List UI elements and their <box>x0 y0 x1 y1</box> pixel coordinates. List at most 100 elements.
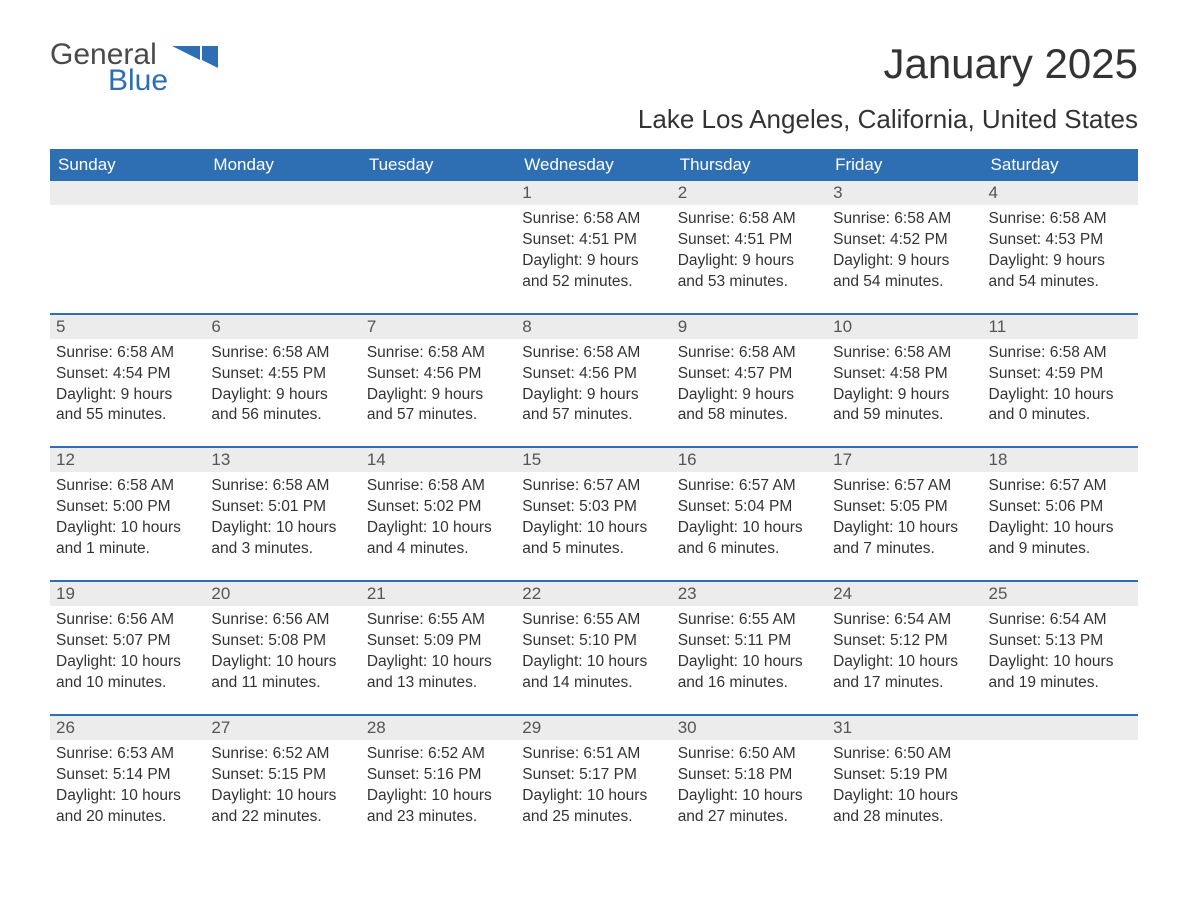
calendar-table: SundayMondayTuesdayWednesdayThursdayFrid… <box>50 149 1138 847</box>
day-details: Sunrise: 6:58 AMSunset: 5:02 PMDaylight:… <box>361 472 516 560</box>
day-number-bar: 22 <box>516 580 671 606</box>
calendar-cell: 7Sunrise: 6:58 AMSunset: 4:56 PMDaylight… <box>361 313 516 447</box>
calendar-cell: 24 Sunrise: 6:54 AMSunset: 5:12 PMDayligh… <box>827 580 982 714</box>
calendar-cell: 29Sunrise: 6:51 AMSunset: 5:17 PMDayligh… <box>516 714 671 848</box>
calendar-cell <box>983 714 1138 848</box>
sunrise-line: Sunrise: 6:58 AM <box>367 343 510 364</box>
calendar-cell: 28Sunrise: 6:52 AMSunset: 5:16 PMDayligh… <box>361 714 516 848</box>
calendar-cell: 31Sunrise: 6:50 AMSunset: 5:19 PMDayligh… <box>827 714 982 848</box>
sunrise-line: Sunrise: 6:55 AM <box>522 610 665 631</box>
day-details: Sunrise: 6:53 AMSunset: 5:14 PMDaylight:… <box>50 740 205 828</box>
sunrise-line: Sunrise: 6:51 AM <box>522 744 665 765</box>
sunset-line: Sunset: 5:01 PM <box>211 497 354 518</box>
daylight-line: Daylight: 10 hours and 23 minutes. <box>367 786 510 828</box>
day-details: Sunrise: 6:57 AMSunset: 5:05 PMDaylight:… <box>827 472 982 560</box>
day-number-bar: 24 <box>827 580 982 606</box>
sunrise-line: Sunrise: 6:54 AM <box>989 610 1132 631</box>
sunrise-line: Sunrise: 6:57 AM <box>522 476 665 497</box>
day-details: Sunrise: 6:58 AMSunset: 4:53 PMDaylight:… <box>983 205 1138 293</box>
sunset-line: Sunset: 5:10 PM <box>522 631 665 652</box>
sunset-line: Sunset: 5:05 PM <box>833 497 976 518</box>
day-number-bar: 14 <box>361 446 516 472</box>
weekday-header: Tuesday <box>361 149 516 181</box>
sunset-line: Sunset: 5:16 PM <box>367 765 510 786</box>
daylight-line: Daylight: 10 hours and 6 minutes. <box>678 518 821 560</box>
flag-icon <box>172 46 218 74</box>
day-number-bar: 12 <box>50 446 205 472</box>
weekday-header: Friday <box>827 149 982 181</box>
calendar-cell <box>205 181 360 313</box>
calendar-cell: 9Sunrise: 6:58 AMSunset: 4:57 PMDaylight… <box>672 313 827 447</box>
sunset-line: Sunset: 5:19 PM <box>833 765 976 786</box>
daylight-line: Daylight: 10 hours and 4 minutes. <box>367 518 510 560</box>
daylight-line: Daylight: 10 hours and 27 minutes. <box>678 786 821 828</box>
day-details: Sunrise: 6:58 AMSunset: 4:54 PMDaylight:… <box>50 339 205 427</box>
daylight-line: Daylight: 10 hours and 11 minutes. <box>211 652 354 694</box>
sunset-line: Sunset: 4:57 PM <box>678 364 821 385</box>
brand-logo: General Blue <box>50 40 218 96</box>
sunrise-line: Sunrise: 6:54 AM <box>833 610 976 631</box>
calendar-cell <box>361 181 516 313</box>
weekday-header: Sunday <box>50 149 205 181</box>
sunset-line: Sunset: 4:56 PM <box>522 364 665 385</box>
sunrise-line: Sunrise: 6:58 AM <box>522 343 665 364</box>
sunset-line: Sunset: 5:08 PM <box>211 631 354 652</box>
day-details: Sunrise: 6:58 AMSunset: 4:56 PMDaylight:… <box>516 339 671 427</box>
sunrise-line: Sunrise: 6:50 AM <box>678 744 821 765</box>
sunrise-line: Sunrise: 6:58 AM <box>678 209 821 230</box>
day-details: Sunrise: 6:50 AMSunset: 5:18 PMDaylight:… <box>672 740 827 828</box>
day-details: Sunrise: 6:52 AMSunset: 5:15 PMDaylight:… <box>205 740 360 828</box>
daylight-line: Daylight: 10 hours and 14 minutes. <box>522 652 665 694</box>
day-number-bar: 26 <box>50 714 205 740</box>
sunrise-line: Sunrise: 6:58 AM <box>989 343 1132 364</box>
calendar-cell: 30Sunrise: 6:50 AMSunset: 5:18 PMDayligh… <box>672 714 827 848</box>
day-number-bar <box>205 181 360 205</box>
sunrise-line: Sunrise: 6:58 AM <box>56 343 199 364</box>
sunset-line: Sunset: 5:07 PM <box>56 631 199 652</box>
calendar-cell: 13Sunrise: 6:58 AMSunset: 5:01 PMDayligh… <box>205 446 360 580</box>
daylight-line: Daylight: 10 hours and 22 minutes. <box>211 786 354 828</box>
day-number-bar <box>361 181 516 205</box>
sunrise-line: Sunrise: 6:58 AM <box>211 476 354 497</box>
calendar-week-row: 5Sunrise: 6:58 AMSunset: 4:54 PMDaylight… <box>50 313 1138 447</box>
calendar-cell: 26Sunrise: 6:53 AMSunset: 5:14 PMDayligh… <box>50 714 205 848</box>
daylight-line: Daylight: 9 hours and 53 minutes. <box>678 251 821 293</box>
calendar-cell: 3Sunrise: 6:58 AMSunset: 4:52 PMDaylight… <box>827 181 982 313</box>
sunset-line: Sunset: 4:59 PM <box>989 364 1132 385</box>
sunrise-line: Sunrise: 6:56 AM <box>211 610 354 631</box>
calendar-cell: 8Sunrise: 6:58 AMSunset: 4:56 PMDaylight… <box>516 313 671 447</box>
day-number-bar: 6 <box>205 313 360 339</box>
calendar-body: 1Sunrise: 6:58 AMSunset: 4:51 PMDaylight… <box>50 181 1138 847</box>
day-number-bar: 11 <box>983 313 1138 339</box>
day-details: Sunrise: 6:57 AMSunset: 5:04 PMDaylight:… <box>672 472 827 560</box>
day-details: Sunrise: 6:58 AMSunset: 4:58 PMDaylight:… <box>827 339 982 427</box>
calendar-cell: 12Sunrise: 6:58 AMSunset: 5:00 PMDayligh… <box>50 446 205 580</box>
sunrise-line: Sunrise: 6:58 AM <box>367 476 510 497</box>
day-number-bar: 17 <box>827 446 982 472</box>
day-number-bar: 1 <box>516 181 671 205</box>
calendar-cell: 10Sunrise: 6:58 AMSunset: 4:58 PMDayligh… <box>827 313 982 447</box>
calendar-cell: 21Sunrise: 6:55 AMSunset: 5:09 PMDayligh… <box>361 580 516 714</box>
sunset-line: Sunset: 4:53 PM <box>989 230 1132 251</box>
sunrise-line: Sunrise: 6:58 AM <box>522 209 665 230</box>
calendar-cell: 11Sunrise: 6:58 AMSunset: 4:59 PMDayligh… <box>983 313 1138 447</box>
daylight-line: Daylight: 9 hours and 59 minutes. <box>833 385 976 427</box>
sunrise-line: Sunrise: 6:58 AM <box>989 209 1132 230</box>
day-number-bar: 4 <box>983 181 1138 205</box>
day-number-bar: 29 <box>516 714 671 740</box>
daylight-line: Daylight: 10 hours and 19 minutes. <box>989 652 1132 694</box>
sunset-line: Sunset: 5:12 PM <box>833 631 976 652</box>
calendar-cell: 27Sunrise: 6:52 AMSunset: 5:15 PMDayligh… <box>205 714 360 848</box>
daylight-line: Daylight: 9 hours and 54 minutes. <box>833 251 976 293</box>
sunrise-line: Sunrise: 6:58 AM <box>56 476 199 497</box>
sunset-line: Sunset: 5:02 PM <box>367 497 510 518</box>
calendar-cell: 1Sunrise: 6:58 AMSunset: 4:51 PMDaylight… <box>516 181 671 313</box>
sunset-line: Sunset: 5:11 PM <box>678 631 821 652</box>
calendar-cell <box>50 181 205 313</box>
day-details: Sunrise: 6:58 AMSunset: 4:59 PMDaylight:… <box>983 339 1138 427</box>
day-number-bar: 5 <box>50 313 205 339</box>
location-text: Lake Los Angeles, California, United Sta… <box>50 104 1138 135</box>
day-details: Sunrise: 6:55 AMSunset: 5:09 PMDaylight:… <box>361 606 516 694</box>
daylight-line: Daylight: 10 hours and 9 minutes. <box>989 518 1132 560</box>
daylight-line: Daylight: 10 hours and 17 minutes. <box>833 652 976 694</box>
